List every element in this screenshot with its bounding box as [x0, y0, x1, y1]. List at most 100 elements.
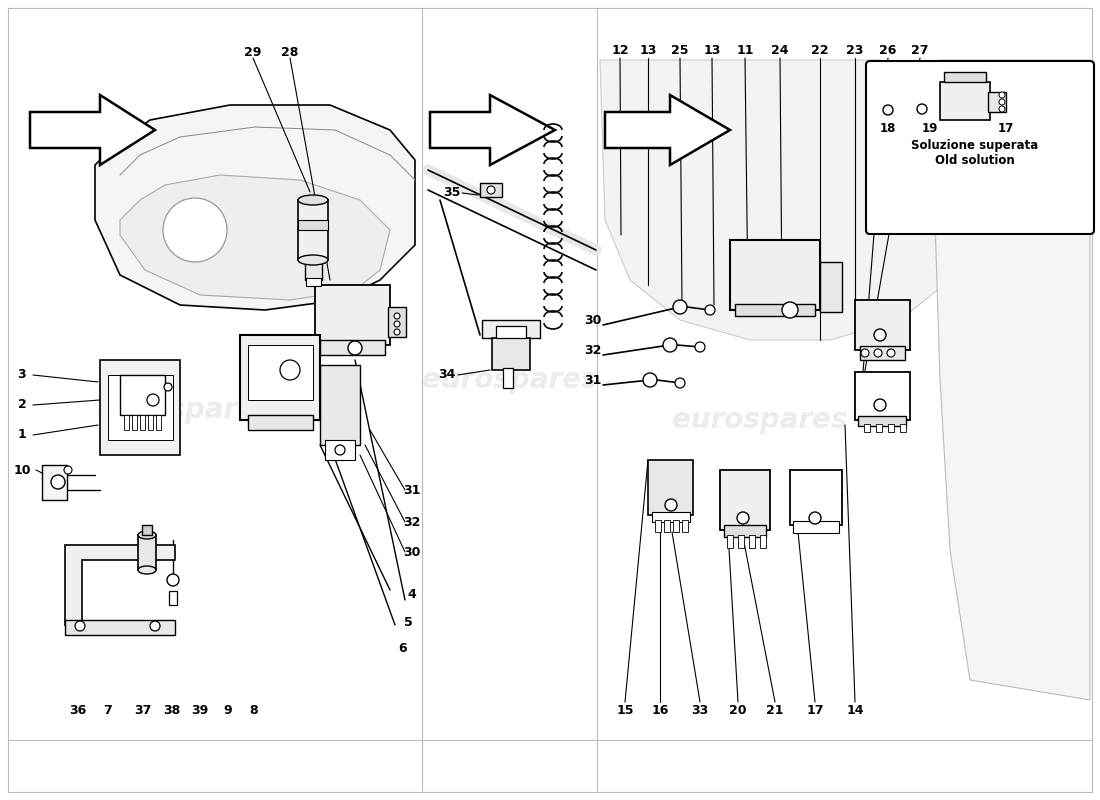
Text: eurospares: eurospares	[97, 396, 273, 424]
Bar	[100, 360, 180, 455]
Text: 27: 27	[911, 43, 928, 57]
Text: 39: 39	[191, 703, 209, 717]
Bar	[42, 465, 67, 500]
Text: 6: 6	[398, 642, 407, 654]
Bar	[138, 535, 156, 570]
Polygon shape	[430, 95, 556, 165]
Text: 30: 30	[404, 546, 420, 558]
Bar	[480, 183, 502, 197]
Circle shape	[644, 373, 657, 387]
Circle shape	[394, 313, 400, 319]
Bar	[735, 304, 815, 316]
Bar	[496, 326, 526, 338]
Circle shape	[336, 445, 345, 455]
Bar	[324, 440, 355, 460]
Bar	[749, 535, 755, 548]
Bar	[320, 340, 385, 355]
Bar	[482, 320, 540, 338]
Text: 38: 38	[164, 703, 180, 717]
Text: 23: 23	[846, 43, 864, 57]
Bar	[988, 92, 1007, 112]
Bar	[738, 535, 744, 548]
Polygon shape	[65, 545, 175, 625]
Bar	[820, 262, 842, 312]
Bar	[858, 416, 906, 426]
Bar	[888, 424, 894, 432]
Text: 20: 20	[729, 703, 747, 717]
Text: 16: 16	[651, 703, 669, 717]
Text: 17: 17	[998, 122, 1014, 134]
Bar	[855, 372, 910, 420]
Circle shape	[394, 321, 400, 327]
Text: 5: 5	[404, 615, 412, 629]
Text: 3: 3	[18, 369, 26, 382]
Text: 2: 2	[18, 398, 26, 411]
Circle shape	[163, 198, 227, 262]
Text: 12: 12	[612, 43, 629, 57]
Text: 29: 29	[244, 46, 262, 58]
Bar	[148, 415, 153, 430]
Bar	[793, 521, 839, 533]
Text: 24: 24	[771, 43, 789, 57]
Text: 17: 17	[806, 703, 824, 717]
Bar	[388, 307, 406, 337]
Ellipse shape	[298, 255, 328, 265]
Circle shape	[887, 349, 895, 357]
Text: 14: 14	[846, 703, 864, 717]
Text: 10: 10	[13, 463, 31, 477]
Bar	[648, 460, 693, 515]
Text: 30: 30	[584, 314, 602, 326]
Bar	[720, 470, 770, 530]
Ellipse shape	[138, 566, 156, 574]
Circle shape	[917, 104, 927, 114]
Bar	[306, 278, 321, 286]
Text: 37: 37	[134, 703, 152, 717]
Text: 19: 19	[922, 122, 938, 134]
Polygon shape	[120, 175, 390, 300]
Text: 18: 18	[880, 122, 896, 134]
Circle shape	[695, 342, 705, 352]
Bar	[940, 82, 990, 120]
Text: 7: 7	[103, 703, 112, 717]
Text: 25: 25	[671, 43, 689, 57]
Circle shape	[874, 399, 886, 411]
Circle shape	[147, 394, 160, 406]
Bar	[790, 470, 842, 525]
Circle shape	[673, 300, 688, 314]
Bar	[727, 535, 733, 548]
Bar	[320, 365, 360, 445]
Bar	[248, 345, 314, 400]
Circle shape	[737, 512, 749, 524]
Bar	[124, 415, 129, 430]
Text: 35: 35	[443, 186, 461, 199]
Circle shape	[167, 574, 179, 586]
Circle shape	[487, 186, 495, 194]
Polygon shape	[935, 60, 1090, 700]
Bar	[900, 424, 906, 432]
Circle shape	[808, 512, 821, 524]
Bar	[305, 258, 322, 280]
Circle shape	[874, 349, 882, 357]
Bar	[855, 300, 910, 350]
Text: 31: 31	[584, 374, 602, 386]
Bar	[298, 220, 328, 230]
Circle shape	[280, 360, 300, 380]
Circle shape	[150, 621, 160, 631]
Bar	[132, 415, 138, 430]
Bar	[730, 240, 820, 310]
Bar	[142, 525, 152, 535]
Bar	[760, 535, 766, 548]
Text: Old solution: Old solution	[935, 154, 1015, 166]
Circle shape	[663, 338, 676, 352]
Text: 34: 34	[438, 369, 455, 382]
Polygon shape	[605, 95, 730, 165]
Bar	[298, 200, 328, 260]
Circle shape	[666, 499, 676, 511]
Bar	[664, 520, 670, 532]
Text: Soluzione superata: Soluzione superata	[912, 138, 1038, 151]
Polygon shape	[30, 95, 155, 165]
Text: 28: 28	[282, 46, 299, 58]
Bar	[673, 520, 679, 532]
Text: 9: 9	[223, 703, 232, 717]
Bar	[315, 285, 390, 345]
